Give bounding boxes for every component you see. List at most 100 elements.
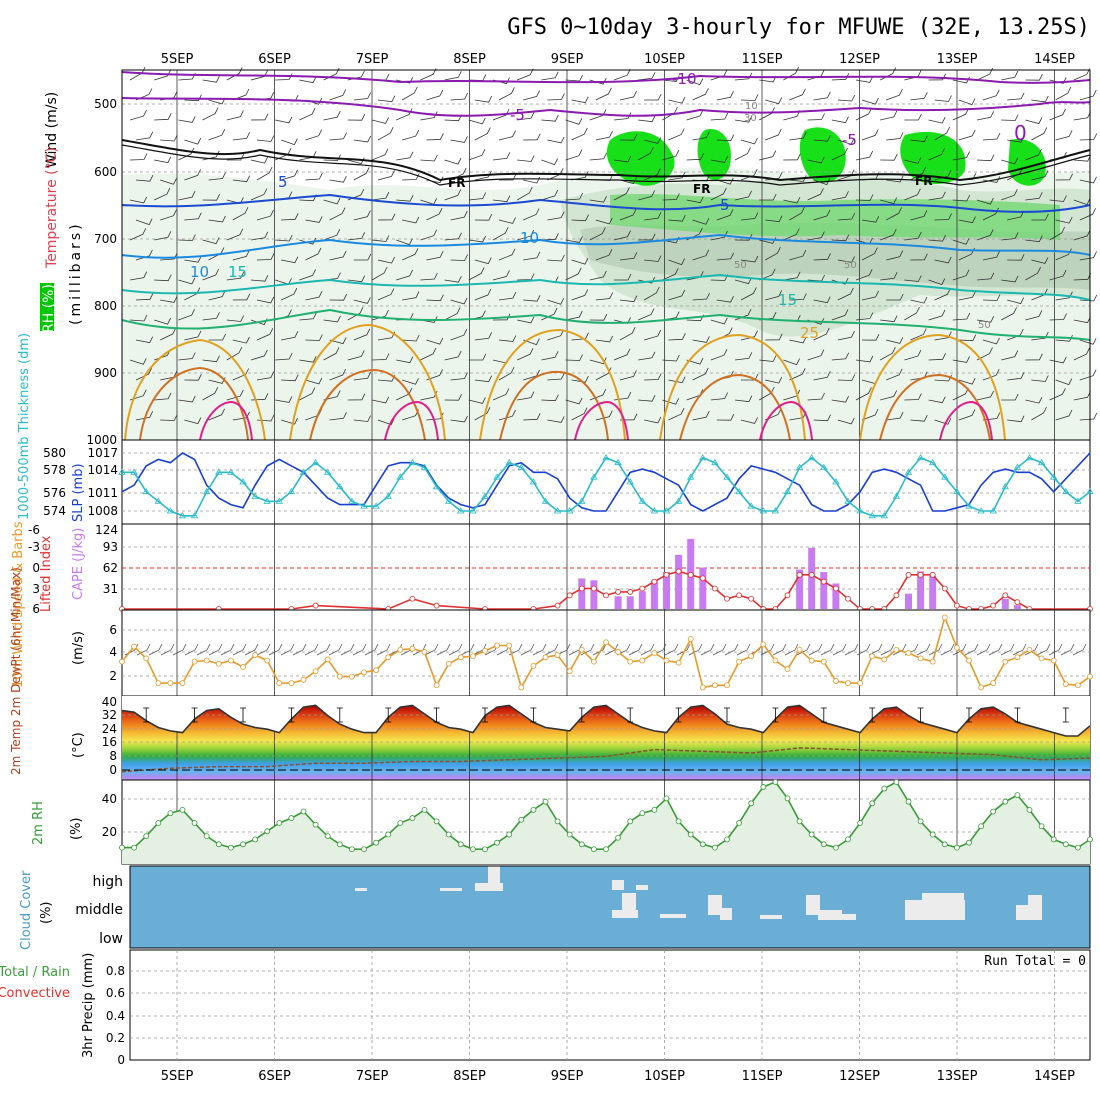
wind-barb xyxy=(420,229,438,241)
wind-barb xyxy=(371,191,390,201)
wind-barb xyxy=(668,407,685,421)
y-tick-label: 580 xyxy=(43,446,66,460)
rh2m-point xyxy=(663,795,670,802)
wind-barb xyxy=(904,157,922,164)
wind-barb xyxy=(517,68,534,81)
wind-barb xyxy=(662,193,680,201)
wind-barb xyxy=(1073,347,1090,361)
wind-barb xyxy=(396,269,413,281)
thickness-point xyxy=(360,502,368,509)
wind-barb xyxy=(329,207,346,221)
lifted-index-point xyxy=(566,592,573,599)
rh2m-point xyxy=(397,820,404,826)
bottom-date-label: 5SEP xyxy=(161,1069,194,1084)
wind-barb xyxy=(377,127,394,141)
wind-barb xyxy=(789,293,807,301)
wind10-speed-point xyxy=(978,684,984,691)
wind-barb xyxy=(329,412,347,421)
wind-barb xyxy=(710,392,729,401)
thickness-point xyxy=(1086,487,1094,495)
rh2m-point xyxy=(240,841,246,848)
wind-barb xyxy=(765,97,783,105)
wind10-barb xyxy=(532,643,547,656)
lifted-index-point xyxy=(603,592,609,599)
wind-barb xyxy=(178,147,195,161)
lifted-index-point xyxy=(651,578,658,585)
wind-barb xyxy=(547,298,565,305)
thickness-point xyxy=(602,454,610,461)
wind-barb xyxy=(256,166,273,181)
cloud-level-low: low xyxy=(99,931,123,947)
y-tick-label: 62 xyxy=(103,561,118,575)
wind-barb xyxy=(547,211,565,221)
wind10-speed-point xyxy=(421,649,428,655)
wind-barb xyxy=(250,188,268,201)
cape-bar xyxy=(1001,598,1009,609)
thickness-point xyxy=(227,468,235,475)
cloud-block xyxy=(905,900,965,920)
wind-barb xyxy=(904,306,920,321)
wind10-speed-point xyxy=(1026,646,1033,653)
wind10-barb xyxy=(1000,643,1015,656)
wind-barb xyxy=(613,187,630,201)
wind-barb xyxy=(886,175,904,183)
minmax-bar xyxy=(385,707,392,723)
wind-barb xyxy=(474,96,492,103)
wind-barb xyxy=(928,353,946,361)
wind10-barb xyxy=(244,643,259,656)
lifted-index-line xyxy=(122,570,1090,610)
rh2m-point xyxy=(457,841,464,848)
lifted-index-point xyxy=(820,578,827,585)
top-date-label: 14SEP xyxy=(1034,52,1075,67)
wind-barb xyxy=(474,257,492,265)
y-tick-label: -3 xyxy=(28,540,40,554)
y-tick-label: 1017 xyxy=(87,446,118,460)
wind-barb xyxy=(1001,232,1019,241)
thickness-point xyxy=(928,458,937,466)
rh2m-point xyxy=(373,839,380,846)
y-tick-label: 0.6 xyxy=(106,986,125,1000)
wind10-barb xyxy=(328,643,343,656)
wind-barb xyxy=(692,410,710,421)
wind-barb xyxy=(329,89,347,101)
rh-green-3 xyxy=(799,127,846,183)
wind10-speed-point xyxy=(917,655,924,662)
wind-barb xyxy=(759,150,777,161)
wind-barb xyxy=(347,350,365,361)
wind-barb xyxy=(904,188,921,201)
wind10-speed-point xyxy=(736,658,742,665)
wind-barb xyxy=(571,96,589,104)
wind-barb xyxy=(565,267,582,281)
wind-barb xyxy=(855,312,874,321)
y-tick-label: 700 xyxy=(94,232,117,246)
wind-barb xyxy=(202,76,220,83)
y-tick-label: 32 xyxy=(102,708,117,722)
rh2m-point xyxy=(506,831,513,838)
wind10-barb xyxy=(1012,643,1027,656)
wind10-speed-point xyxy=(409,645,416,652)
y-tick-label: -6 xyxy=(28,523,40,537)
contour-label-minus5a: -5 xyxy=(510,106,525,124)
wind-barb xyxy=(250,113,269,121)
bottom-date-label: 13SEP xyxy=(937,1069,978,1084)
y-tick-label: 0.4 xyxy=(106,1009,125,1023)
wind-barb xyxy=(565,397,583,405)
thickness-point xyxy=(626,478,634,485)
wind10-speed-point xyxy=(227,657,234,664)
wind-barb xyxy=(904,349,922,361)
wind-barb xyxy=(154,69,171,81)
top-date-label: 6SEP xyxy=(258,52,291,67)
wind-barb xyxy=(783,196,801,204)
wind-barb xyxy=(595,217,613,225)
wind-barb xyxy=(420,154,438,162)
wind-barb xyxy=(1049,195,1067,202)
wind10-barb xyxy=(196,643,211,656)
thickness-point xyxy=(638,497,647,504)
wind-barb xyxy=(474,127,491,141)
cape-bar xyxy=(699,567,707,609)
wind-barb xyxy=(837,94,856,102)
wind-barb xyxy=(305,334,323,341)
wind10-speed-point xyxy=(941,614,948,621)
temp2m-ylabel: 2m Temp 2m DewPt (6hr Min/Max) xyxy=(9,567,23,775)
wind-barb xyxy=(855,387,872,401)
